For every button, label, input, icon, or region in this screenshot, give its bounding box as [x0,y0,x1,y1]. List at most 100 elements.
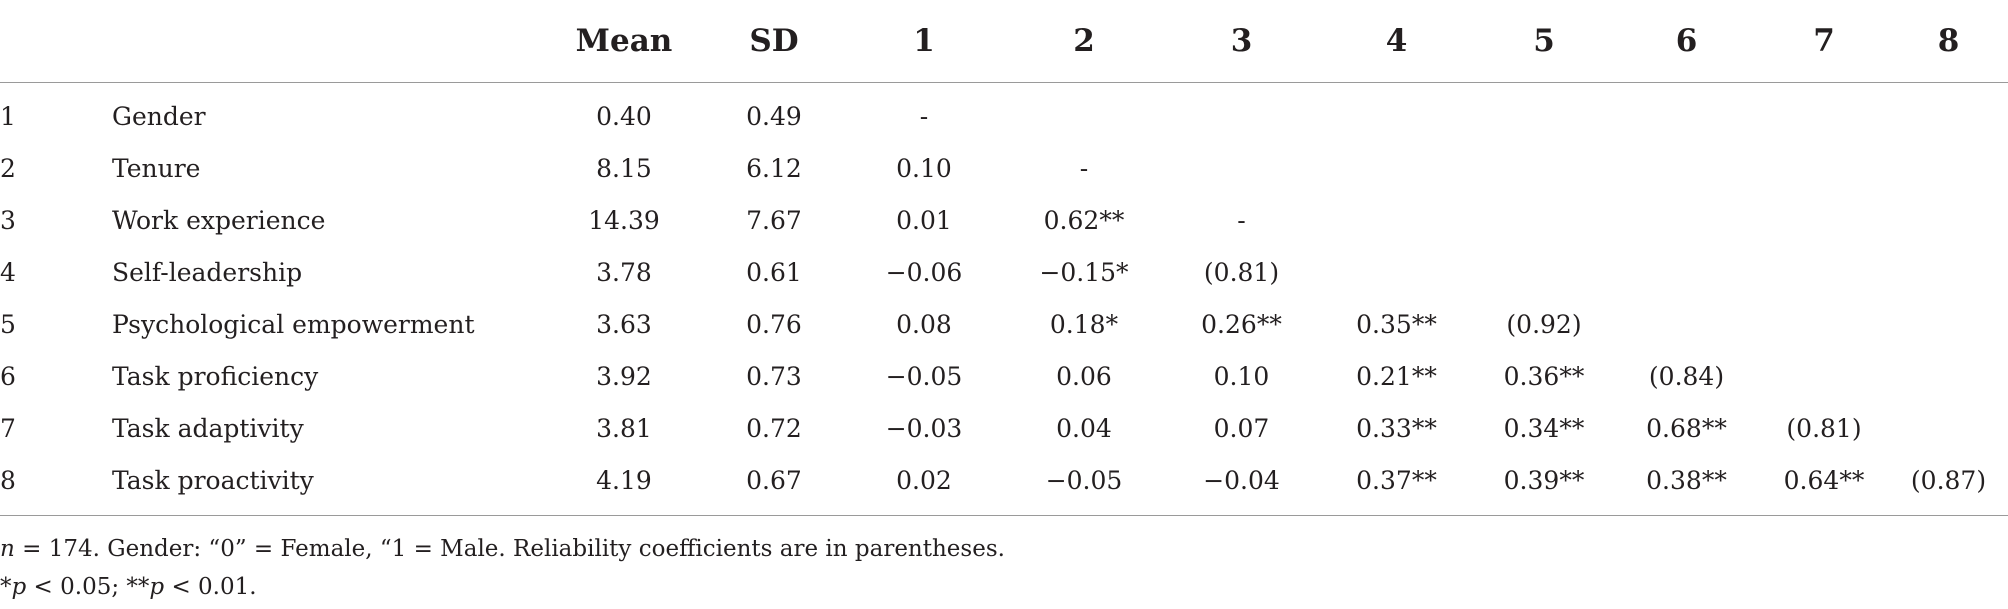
header-cell-sd: SD [749,22,799,59]
mean-value: 8.15 [596,154,652,183]
row-index: 1 [0,102,16,131]
correlation-cell-5: 0.36** [1503,362,1585,391]
correlation-cell-5 [1474,247,1614,299]
correlation-cell-3: 0.26** [1201,310,1282,339]
note-p-italic-1: p [11,574,27,600]
header-cell-index [0,0,112,82]
correlation-cell-4: 0.33** [1356,414,1437,443]
correlation-cell-4 [1319,143,1474,195]
correlation-cell-2: 0.04 [1056,414,1112,443]
header-cell-2: 2 [1073,22,1095,59]
sd-value: 0.61 [746,258,802,287]
sd-value: 0.49 [746,102,802,131]
correlation-cell-3: (0.81) [1203,258,1280,287]
mean-value: 3.81 [596,414,652,443]
correlation-cell-5: 0.34** [1503,414,1585,443]
correlation-cell-3: 0.10 [1213,362,1270,391]
header-cell-mean: Mean [575,22,673,59]
correlation-cell-6: (0.84) [1648,362,1725,391]
correlation-cell-1: −0.05 [885,362,963,391]
correlation-cell-2: - [1079,154,1089,183]
correlation-cell-7: (0.81) [1786,414,1862,443]
variable-name: Task adaptivity [112,414,304,443]
correlation-cell-8 [1889,247,2008,299]
row-index: 7 [0,414,16,443]
correlation-cell-1: 0.01 [896,206,952,235]
sd-value: 0.67 [746,466,802,495]
correlation-cell-5 [1474,82,1614,143]
correlation-cell-6 [1614,82,1759,143]
correlation-cell-5: (0.92) [1506,310,1582,339]
row-index: 6 [0,362,16,391]
mean-value: 0.40 [596,102,652,131]
row-index: 5 [0,310,16,339]
correlation-cell-1: 0.10 [896,154,952,183]
mean-value: 3.92 [596,362,652,391]
header-cell-4: 4 [1385,22,1408,59]
correlation-cell-4 [1319,247,1474,299]
correlation-cell-3: - [1237,206,1246,235]
row-index: 8 [0,466,16,495]
table-row: 4 Self-leadership 3.78 0.61 −0.06 −0.15* (0.81… [0,247,2008,299]
correlation-cell-3 [1164,82,1319,143]
correlation-cell-5: 0.39** [1503,466,1585,495]
header-cell-5: 5 [1533,22,1555,59]
correlation-cell-2: −0.05 [1045,466,1123,495]
correlation-cell-1: - [919,102,929,131]
correlation-cell-8: (0.87) [1910,466,1987,495]
variable-name: Tenure [112,154,201,183]
sd-value: 7.67 [746,206,802,235]
table-row: 5 Psychological empowerment 3.63 0.76 0.08 0.… [0,299,2008,351]
correlation-cell-4: 0.21** [1356,362,1437,391]
row-index: 4 [0,258,16,287]
correlation-cell-6: 0.38** [1646,466,1727,495]
correlation-cell-4: 0.35** [1356,310,1437,339]
variable-name: Gender [112,102,206,131]
header-cell-variable [112,0,544,82]
correlation-cell-7 [1759,247,1889,299]
correlation-cell-6 [1614,247,1759,299]
table-row: 2 Tenure 8.15 6.12 0.10 - [0,143,2008,195]
mean-value: 3.63 [596,310,652,339]
variable-name: Work experience [112,206,326,235]
note-n-italic: n [0,536,15,562]
table-row: 8 Task proactivity 4.19 0.67 0.02 −0.05 −0.04 0… [0,455,2008,516]
correlation-cell-4: 0.37** [1356,466,1437,495]
row-index: 3 [0,206,16,235]
correlation-cell-6: 0.68** [1646,414,1727,443]
row-index: 2 [0,154,16,183]
sd-value: 0.72 [746,414,802,443]
correlation-cell-2: 0.06 [1056,362,1112,391]
correlation-cell-7 [1759,143,1889,195]
correlation-cell-5 [1474,143,1614,195]
table-row: 7 Task adaptivity 3.81 0.72 −0.03 0.04 0.07 0.3… [0,403,2008,455]
correlation-cell-2 [1004,82,1164,143]
table-body: 1 Gender 0.40 0.49 - 2 Tenure 8.15 6.12 0.10 - 3 Wor… [0,82,2008,515]
note-threshold-1: < 0.05; ** [26,574,150,600]
correlation-cell-1: −0.03 [885,414,963,443]
sd-value: 0.76 [746,310,802,339]
header-row: Mean SD 1 2 3 4 5 6 7 8 [0,0,2008,82]
note-threshold-2: < 0.01. [164,574,257,600]
note-p-italic-2: p [149,574,165,600]
header-cell-1: 1 [913,22,935,59]
variable-name: Self-leadership [112,258,303,287]
header-cell-6: 6 [1675,22,1698,59]
table-row: 1 Gender 0.40 0.49 - [0,82,2008,143]
correlation-cell-7 [1759,82,1889,143]
correlation-table-container: Mean SD 1 2 3 4 5 6 7 8 1 Gender 0.40 0.49 -… [0,0,2008,515]
correlation-cell-1: 0.08 [896,310,952,339]
correlation-cell-7 [1759,299,1889,351]
correlation-cell-6 [1614,195,1759,247]
correlation-cell-1: −0.06 [885,258,963,287]
correlation-cell-1: 0.02 [896,466,952,495]
correlation-cell-4 [1319,195,1474,247]
correlation-cell-5 [1474,195,1614,247]
header-cell-8: 8 [1937,22,1960,59]
correlation-cell-3: 0.07 [1213,414,1270,443]
correlation-cell-3: −0.04 [1203,466,1280,495]
correlation-cell-7: 0.64** [1783,466,1865,495]
correlation-cell-6 [1614,299,1759,351]
variable-name: Task proficiency [112,362,319,391]
correlation-cell-8 [1889,143,2008,195]
